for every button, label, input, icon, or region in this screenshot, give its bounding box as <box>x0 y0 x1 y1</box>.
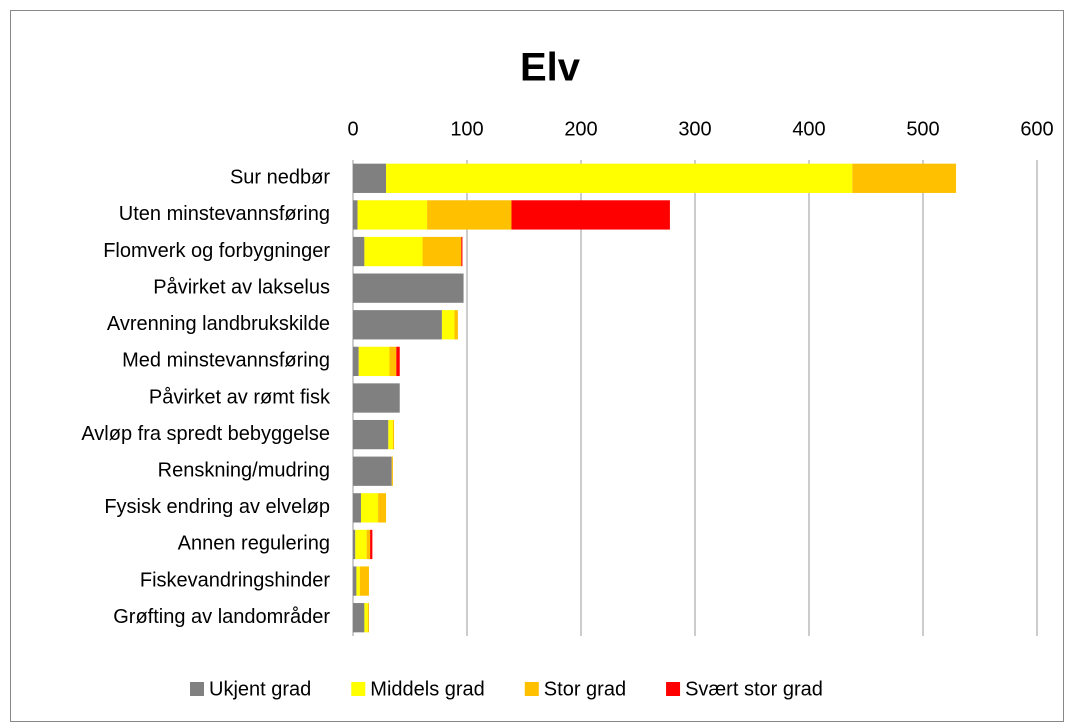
y-tick-label: Renskning/mudring <box>158 460 330 482</box>
bar-segment <box>427 200 512 230</box>
bar-segment <box>392 419 395 450</box>
bar-segment <box>353 200 358 230</box>
chart-frame <box>10 10 1064 722</box>
bar-segment <box>353 273 464 303</box>
bar-segment <box>364 236 423 267</box>
bar-segment <box>357 200 428 230</box>
legend-label: Stor grad <box>544 678 626 700</box>
y-tick-label: Avløp fra spredt bebyggelse <box>81 423 330 445</box>
bar-segment <box>353 493 361 523</box>
y-tick-label: Påvirket av rømt fisk <box>149 386 331 408</box>
legend-swatch <box>351 682 366 696</box>
x-tick-label: 300 <box>678 118 711 140</box>
bar-segment <box>353 529 356 560</box>
bar-segment <box>366 529 371 560</box>
legend-swatch <box>666 682 681 696</box>
bar-segment <box>359 566 369 596</box>
x-tick-label: 0 <box>347 118 358 140</box>
y-tick-label: Annen regulering <box>178 533 330 555</box>
bar-segment <box>353 419 389 450</box>
bar-segment <box>356 566 360 596</box>
legend-label: Middels grad <box>370 678 485 700</box>
bar-segment <box>461 236 463 267</box>
bar-segment <box>391 456 393 486</box>
x-tick-label: 500 <box>906 118 939 140</box>
bar-segment <box>355 529 367 560</box>
legend-label: Svært stor grad <box>685 678 823 700</box>
x-tick-label: 400 <box>792 118 825 140</box>
bar-segment <box>388 419 393 450</box>
legend-label: Ukjent grad <box>209 678 311 700</box>
bar-segment <box>367 603 369 633</box>
bar-segment <box>852 163 957 193</box>
bar-segment <box>353 346 359 377</box>
y-tick-label: Fysisk endring av elveløp <box>104 496 330 518</box>
bar-segment <box>396 346 400 377</box>
bar-segment <box>422 236 462 267</box>
bar-segment <box>441 310 455 340</box>
bar-segment <box>353 456 392 486</box>
bar-segment <box>511 200 670 230</box>
bar-segment <box>353 603 365 633</box>
bar-segment <box>378 493 387 523</box>
y-tick-label: Avrenning landbrukskilde <box>107 313 330 335</box>
bar-segment <box>353 310 442 340</box>
y-tick-label: Uten minstevannsføring <box>119 203 330 225</box>
x-tick-label: 200 <box>564 118 597 140</box>
y-tick-label: Påvirket av lakselus <box>153 276 330 298</box>
y-tick-label: Grøfting av landområder <box>113 606 330 628</box>
legend-swatch <box>524 682 539 696</box>
x-tick-label: 600 <box>1020 118 1053 140</box>
legend-swatch <box>190 682 204 696</box>
chart-title: Elv <box>520 46 581 90</box>
y-tick-label: Sur nedbør <box>230 167 330 189</box>
bar-segment <box>353 566 357 596</box>
y-tick-label: Fiskevandringshinder <box>140 569 330 591</box>
y-tick-label: Med minstevannsføring <box>122 350 330 372</box>
bar-segment <box>353 163 387 193</box>
bar-segment <box>386 163 853 193</box>
y-tick-label: Flomverk og forbygninger <box>103 240 330 262</box>
bar-segment <box>360 493 379 523</box>
bar-segment <box>389 346 397 377</box>
bar-segment <box>353 383 400 413</box>
bar-segment <box>370 529 373 560</box>
bar-segment <box>358 346 390 377</box>
bar-segment <box>364 603 368 633</box>
bar-segment <box>454 310 458 340</box>
bar-segment <box>353 236 365 267</box>
x-tick-label: 100 <box>450 118 483 140</box>
